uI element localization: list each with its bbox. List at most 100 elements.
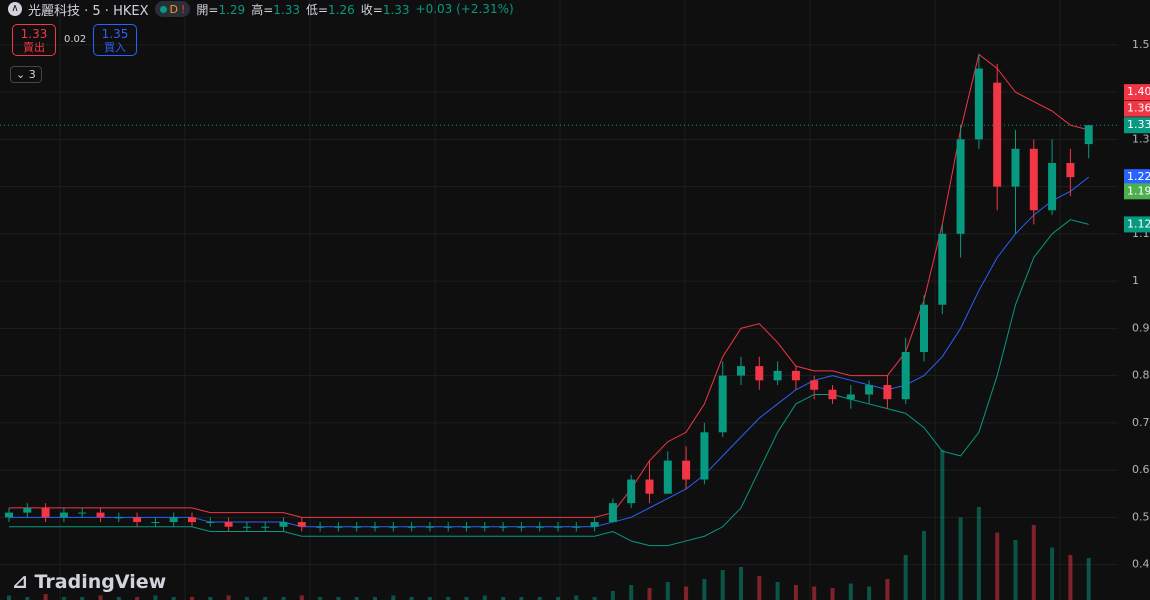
y-tick-label: 0.5 <box>1132 510 1150 523</box>
volume-bar <box>482 595 487 600</box>
price-badge-label: 1.400 <box>1127 85 1150 98</box>
volume-bar <box>501 597 506 600</box>
price-badge <box>1124 216 1150 233</box>
candle-body <box>206 522 215 524</box>
quote-value: 1.33 <box>382 2 410 17</box>
volume-bar <box>354 597 359 600</box>
status-dot <box>159 5 167 13</box>
candle-body <box>517 526 526 528</box>
candle-body <box>279 522 288 527</box>
quote-label: 開= <box>196 2 219 17</box>
volume-bar <box>958 517 963 600</box>
sell-button[interactable]: 1.33 賣出 <box>12 24 56 56</box>
y-tick-label: 1 <box>1132 274 1139 287</box>
candle-body <box>261 526 270 528</box>
y-tick-label: 1.3 <box>1132 132 1150 145</box>
price-badge-label: 1.190 <box>1127 184 1150 197</box>
candle-body <box>572 526 581 528</box>
brand-text: TradingView <box>34 571 167 593</box>
buy-price: 1.35 <box>101 27 129 41</box>
price-badge-label: 1.330 <box>1127 118 1150 131</box>
quote-item: 收=1.33 <box>361 1 410 18</box>
quote-item: 高=1.33 <box>251 1 300 18</box>
legend-header: ∧ 光麗科技 · 5 · HKEX D! 開=1.29 高=1.33 低=1.26 收… <box>8 0 514 19</box>
candle-body <box>297 522 306 527</box>
candle-body <box>23 507 32 513</box>
volume-bar <box>610 591 615 600</box>
volume-bar <box>922 531 926 600</box>
candle-body <box>352 526 361 528</box>
volume-bar <box>867 586 872 600</box>
buy-button[interactable]: 1.35 買入 <box>93 24 137 56</box>
indicator-count: 3 <box>28 68 36 81</box>
volume-bar <box>135 597 140 600</box>
y-tick-label: 1.5 <box>1132 38 1150 51</box>
candle-body <box>371 526 379 528</box>
status-pill[interactable]: D! <box>154 1 191 17</box>
volume-bar <box>7 595 11 600</box>
volume-bar <box>25 597 30 600</box>
candle-body <box>700 432 709 480</box>
brand: ⊿ TradingView <box>12 571 167 593</box>
flag: ! <box>180 2 186 16</box>
volume-bar <box>702 579 707 600</box>
volume-bar <box>757 576 762 600</box>
volume-bar <box>665 582 670 600</box>
candle-body <box>480 526 489 528</box>
candle-body <box>737 366 745 376</box>
candle-body <box>938 233 947 305</box>
band-upper <box>9 53 1089 518</box>
volume-bar <box>98 595 103 600</box>
volume-bar <box>1086 558 1091 600</box>
price-badge-label: 1.365 <box>1127 102 1150 115</box>
volume-bar <box>318 597 323 600</box>
price-badge <box>1124 183 1150 200</box>
candle-body <box>169 517 178 523</box>
candle-body <box>188 517 196 523</box>
price-badge <box>1124 84 1150 101</box>
volume-bar <box>1068 555 1073 600</box>
quote-label: 高= <box>251 2 274 17</box>
candle-body <box>151 522 160 524</box>
volume-bar <box>830 588 835 600</box>
candle-body <box>5 512 13 518</box>
y-tick-label: 0.8 <box>1132 369 1150 382</box>
price-badge <box>1124 117 1150 134</box>
quote-label: 收= <box>360 2 383 17</box>
candle-body <box>316 526 325 528</box>
volume-bar <box>61 597 66 600</box>
candle-body <box>554 526 562 528</box>
candle-body <box>1011 148 1020 187</box>
candle-body <box>535 526 544 528</box>
volume-bar <box>885 579 890 600</box>
quote-item: 低=1.26 <box>306 1 355 18</box>
volume-bar <box>116 597 121 600</box>
volume-bar <box>391 595 396 600</box>
candle-body <box>224 522 233 527</box>
candle-body <box>59 512 68 518</box>
y-tick-label: 0.4 <box>1132 558 1150 571</box>
candle-body <box>791 370 800 381</box>
volume-bar <box>592 597 597 600</box>
price-badge-label: 1.120 <box>1127 217 1150 230</box>
candle-body <box>755 366 764 381</box>
volume-bar <box>812 586 817 600</box>
volume-bar <box>574 595 579 600</box>
candle-body <box>846 394 855 400</box>
candle-body <box>1048 162 1057 211</box>
candle-body <box>334 526 343 528</box>
volume-bar <box>739 567 743 600</box>
symbol[interactable]: 光麗科技 · 5 · HKEX <box>28 3 149 19</box>
quote-value: 1.29 <box>218 2 246 17</box>
volume-bar <box>171 597 176 600</box>
candle-body <box>920 304 928 352</box>
volume-bar <box>976 507 981 600</box>
indicator-toggle[interactable]: ⌄ 3 <box>10 66 42 83</box>
volume-bar <box>720 570 725 600</box>
candle-body <box>828 389 837 400</box>
candle-body <box>974 68 983 140</box>
candle-body <box>407 526 416 528</box>
candle-body <box>133 517 142 523</box>
volume-bar <box>190 597 194 600</box>
quote-value: 1.33 <box>273 2 300 17</box>
